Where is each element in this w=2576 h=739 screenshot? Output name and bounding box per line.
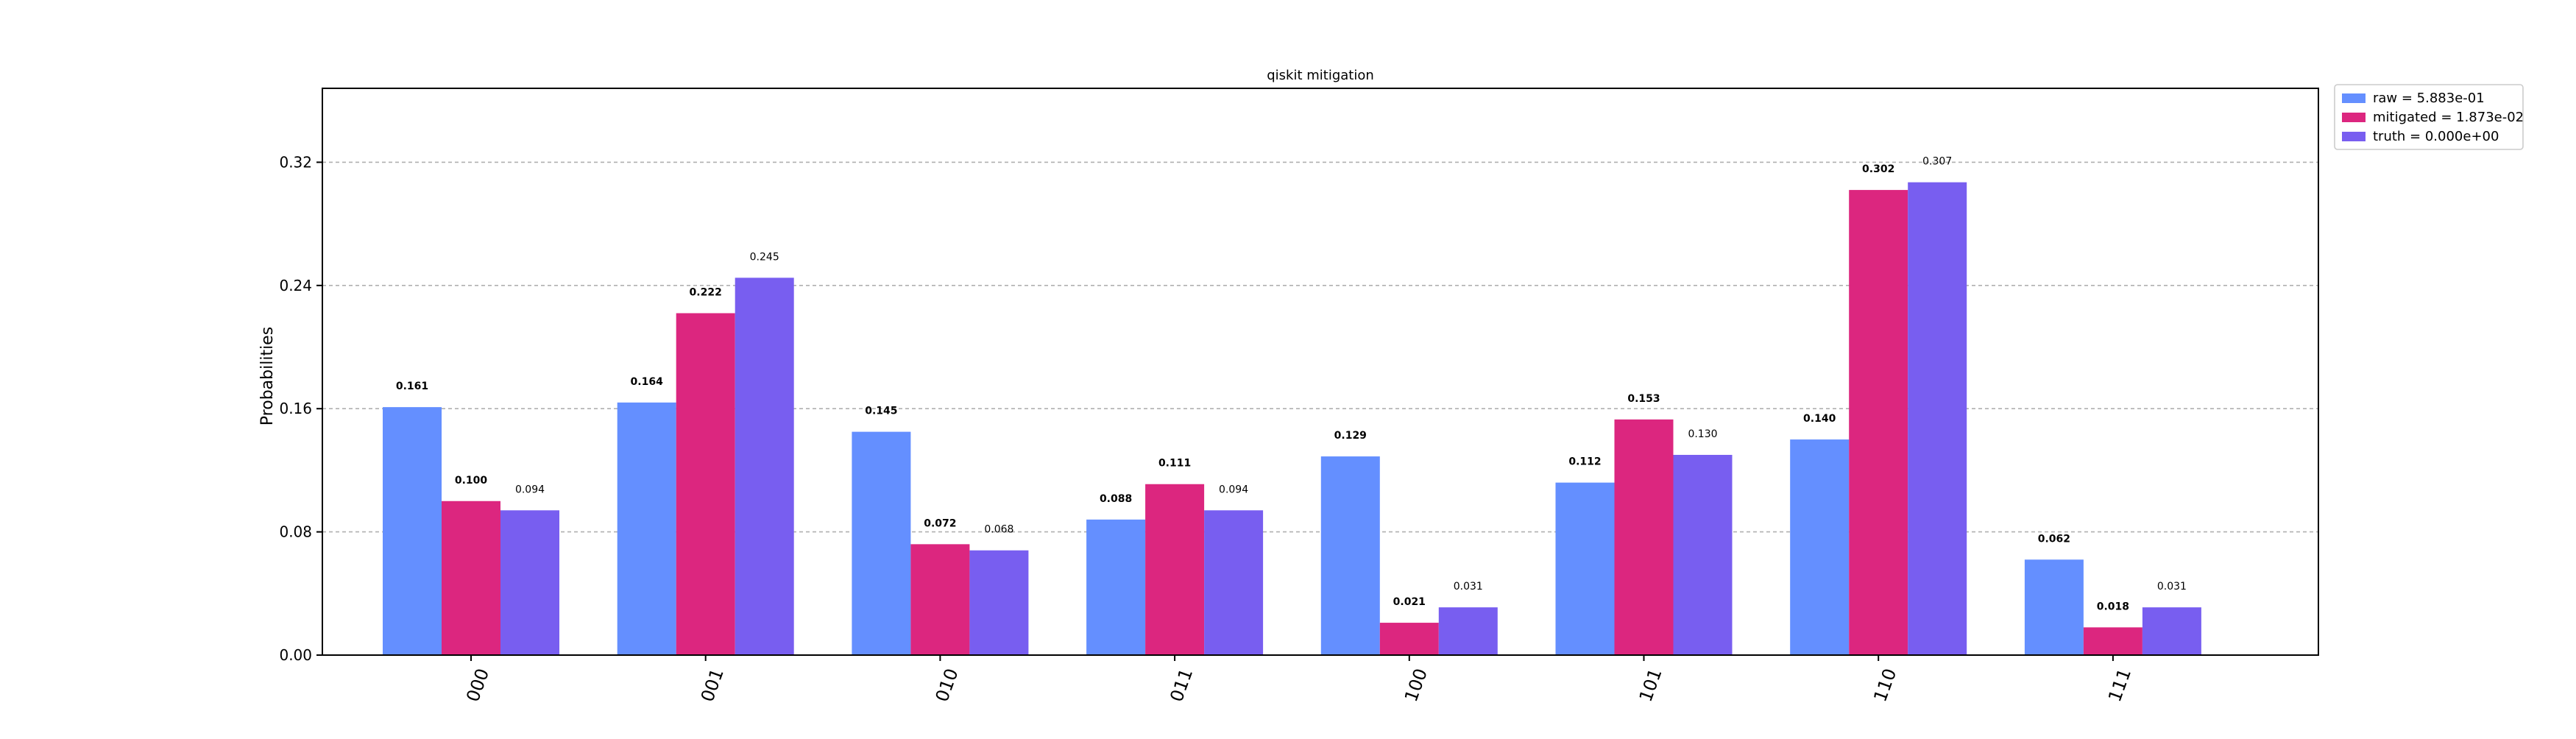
y-axis-label: Probabilities — [258, 327, 277, 425]
x-tick-label: 111 — [2104, 665, 2135, 704]
legend-swatch — [2342, 93, 2366, 103]
bar-110-series-2 — [1908, 182, 1967, 655]
legend-swatch — [2342, 113, 2366, 122]
bar-value-label: 0.021 — [1393, 596, 1426, 608]
x-tick-label: 110 — [1869, 665, 1900, 704]
y-axis: 0.00 0.08 0.16 0.24 0.32 — [279, 153, 322, 664]
bar-value-label: 0.068 — [984, 524, 1013, 536]
legend-label: truth = 0.000e+00 — [2373, 129, 2499, 144]
x-tick-label: 010 — [932, 665, 963, 704]
legend-label: mitigated = 1.873e-02 — [2373, 110, 2524, 125]
x-tick-label: 001 — [697, 665, 728, 704]
y-tick-label: 0.16 — [279, 400, 312, 417]
bar-110-series-0 — [1790, 439, 1850, 655]
bar-101-series-0 — [1555, 482, 1615, 655]
bar-value-label: 0.153 — [1627, 393, 1660, 405]
bar-value-label: 0.062 — [2038, 533, 2070, 545]
bar-100-series-1 — [1379, 623, 1439, 655]
bar-value-label: 0.112 — [1568, 456, 1601, 468]
bar-value-label: 0.307 — [1922, 156, 1952, 168]
bar-labels-layer: 0.161 0.100 0.094 0.164 0.222 0.245 0.145 0.072… — [396, 156, 2187, 613]
bar-value-label: 0.145 — [865, 406, 897, 417]
bar-001-series-1 — [676, 313, 735, 655]
bar-000-series-0 — [383, 407, 442, 655]
x-tick-label: 011 — [1166, 665, 1197, 704]
bar-011-series-1 — [1145, 484, 1205, 655]
bar-000-series-2 — [500, 510, 559, 655]
bar-100-series-2 — [1438, 607, 1498, 655]
legend: raw = 5.883e-01 mitigated = 1.873e-02 trut… — [2334, 84, 2524, 150]
bar-value-label: 0.222 — [690, 286, 722, 298]
bar-value-label: 0.088 — [1100, 493, 1132, 505]
y-tick-label: 0.08 — [279, 523, 312, 541]
bar-011-series-2 — [1204, 510, 1264, 655]
bar-value-label: 0.140 — [1803, 413, 1836, 425]
bar-001-series-0 — [617, 402, 676, 655]
bar-value-label: 0.245 — [750, 251, 779, 263]
bar-value-label: 0.072 — [924, 517, 956, 529]
bar-000-series-1 — [442, 501, 500, 655]
y-tick-label: 0.32 — [279, 153, 312, 171]
bar-001-series-2 — [735, 277, 794, 655]
bar-value-label: 0.129 — [1334, 430, 1367, 442]
x-tick-label: 101 — [1635, 665, 1666, 704]
bar-value-label: 0.094 — [515, 484, 545, 495]
bar-111-series-2 — [2142, 607, 2201, 655]
legend-box — [2334, 84, 2524, 150]
bar-value-label: 0.094 — [1219, 484, 1248, 495]
plot-frame — [322, 88, 2319, 656]
bar-value-label: 0.302 — [1862, 163, 1894, 175]
bar-value-label: 0.100 — [455, 475, 488, 487]
bar-value-label: 0.018 — [2097, 601, 2129, 612]
bar-010-series-0 — [852, 431, 911, 655]
bar-value-label: 0.161 — [396, 381, 428, 392]
x-tick-label: 000 — [462, 665, 493, 704]
bar-111-series-1 — [2083, 627, 2142, 655]
bar-111-series-0 — [2024, 559, 2084, 655]
bar-value-label: 0.164 — [631, 376, 664, 388]
x-axis: 000 001 010 011 100 101 110 111 — [462, 655, 2135, 704]
legend-label: raw = 5.883e-01 — [2373, 91, 2485, 106]
bar-value-label: 0.031 — [1454, 581, 1483, 593]
chart-title: qiskit mitigation — [1267, 68, 1374, 83]
bar-value-label: 0.111 — [1158, 458, 1191, 470]
bar-value-label: 0.031 — [2157, 581, 2187, 593]
bar-110-series-1 — [1849, 190, 1908, 655]
bar-value-label: 0.130 — [1688, 428, 1717, 440]
x-tick-label: 100 — [1401, 665, 1432, 704]
bar-101-series-1 — [1614, 419, 1674, 655]
bar-101-series-2 — [1673, 454, 1733, 655]
bars-layer — [383, 182, 2201, 655]
bar-100-series-0 — [1320, 456, 1380, 655]
y-tick-label: 0.24 — [279, 277, 312, 294]
bar-011-series-0 — [1086, 519, 1146, 655]
bar-010-series-1 — [910, 544, 970, 655]
y-tick-label: 0.00 — [279, 646, 312, 664]
legend-swatch — [2342, 132, 2366, 141]
bar-010-series-2 — [969, 550, 1029, 655]
